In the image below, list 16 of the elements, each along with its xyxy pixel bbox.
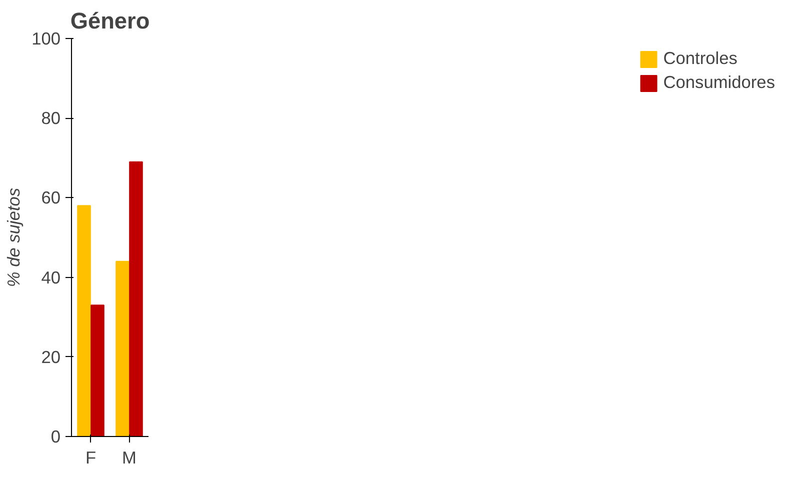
y-tick-label: 40 [41, 267, 61, 288]
bar [77, 205, 91, 436]
y-tick-label: 100 [32, 28, 61, 48]
bar [90, 304, 104, 436]
y-tick-label: 0 [50, 426, 61, 446]
x-tick-label: F [85, 448, 96, 468]
legend-label: Consumidores [663, 72, 775, 93]
bar [116, 260, 130, 436]
y-tick-label: 60 [41, 188, 61, 208]
y-tick-label: 20 [41, 346, 61, 367]
x-tick-label: M [122, 448, 136, 468]
legend-label: Controles [663, 48, 738, 69]
chart-title: Género [70, 8, 150, 34]
bar [129, 161, 143, 436]
y-tick-label: 80 [41, 108, 61, 128]
y-axis-title: % de sujetos [4, 188, 24, 288]
